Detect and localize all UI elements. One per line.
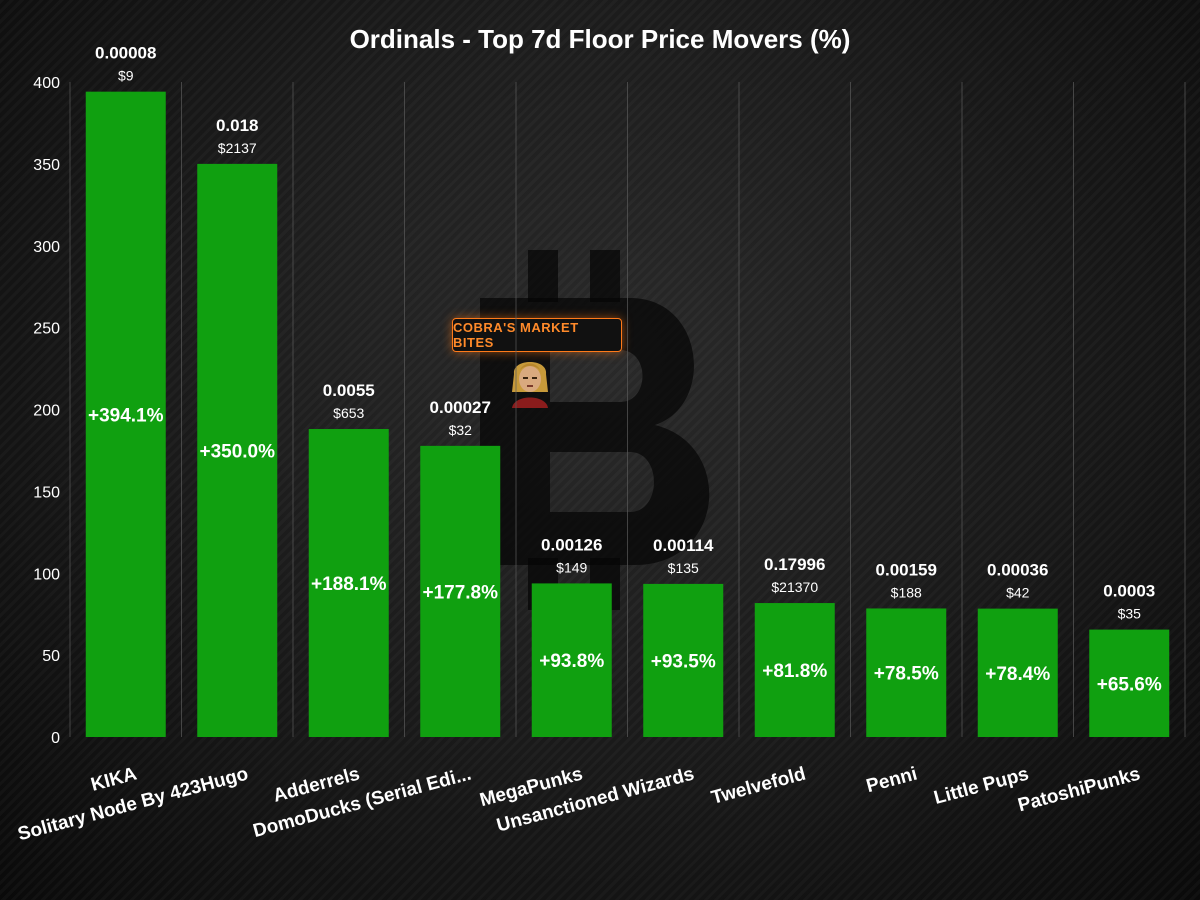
floor-btc-label: 0.00008 [95,44,156,63]
data-labels: 0.00008 $9 +394.1% 0.018 $2137 +350.0% 0.0055 $… [88,44,1162,696]
grid [69,82,1186,737]
bar [197,163,278,737]
floor-btc-label: 0.018 [216,116,259,135]
value-label: +93.5% [651,651,716,672]
y-tick-label: 400 [33,75,60,92]
avatar [512,362,548,408]
x-tick-label: Penni [864,764,919,798]
x-tick-label: Little Pups [932,764,1031,809]
value-label: +350.0% [199,441,275,462]
value-label: +93.8% [539,651,604,672]
y-tick-label: 350 [33,157,60,174]
floor-btc-label: 0.0055 [323,381,375,400]
value-label: +78.4% [985,664,1050,685]
value-label: +65.6% [1097,674,1162,695]
y-tick-label: 200 [33,403,60,420]
chart-title: Ordinals - Top 7d Floor Price Movers (%) [350,24,851,54]
floor-usd-label: $188 [891,584,922,600]
y-axis: 0 50 100 150 200 250 300 350 400 [33,75,60,747]
x-tick-label: KIKA [89,763,140,795]
bar [531,583,612,737]
floor-usd-label: $35 [1118,606,1142,622]
floor-usd-label: $149 [556,559,587,575]
floor-usd-label: $21370 [771,579,818,595]
x-tick-label: PatoshiPunks [1016,764,1143,817]
y-tick-label: 100 [33,566,60,583]
value-label: +394.1% [88,405,164,426]
y-tick-label: 300 [33,239,60,256]
floor-btc-label: 0.00126 [541,535,602,554]
value-label: +78.5% [874,664,939,685]
bar [420,445,501,737]
bars [85,91,1170,737]
x-tick-label: Twelvefold [709,764,808,809]
value-label: +188.1% [311,574,387,595]
value-label: +177.8% [422,582,498,603]
floor-btc-label: 0.00027 [430,398,491,417]
floor-btc-label: 0.00159 [876,560,937,579]
bar [308,428,389,737]
bar [866,608,947,737]
bar [1089,629,1170,737]
floor-btc-label: 0.17996 [764,555,825,574]
y-tick-label: 150 [33,484,60,501]
floor-btc-label: 0.00114 [653,536,714,555]
floor-usd-label: $32 [449,422,473,438]
bar [643,583,724,737]
y-tick-label: 250 [33,321,60,338]
bar [754,603,835,737]
bar [977,608,1058,737]
floor-usd-label: $135 [668,560,699,576]
y-tick-label: 0 [51,730,60,747]
y-tick-label: 50 [42,648,60,665]
floor-usd-label: $9 [118,68,134,84]
floor-usd-label: $42 [1006,585,1030,601]
floor-usd-label: $653 [333,405,364,421]
floor-btc-label: 0.00036 [987,561,1048,580]
x-tick-label: Unsanctioned Wizards [494,764,696,837]
floor-btc-label: 0.0003 [1103,582,1155,601]
floor-usd-label: $2137 [218,140,257,156]
value-label: +81.8% [762,661,827,682]
bar [85,91,166,737]
